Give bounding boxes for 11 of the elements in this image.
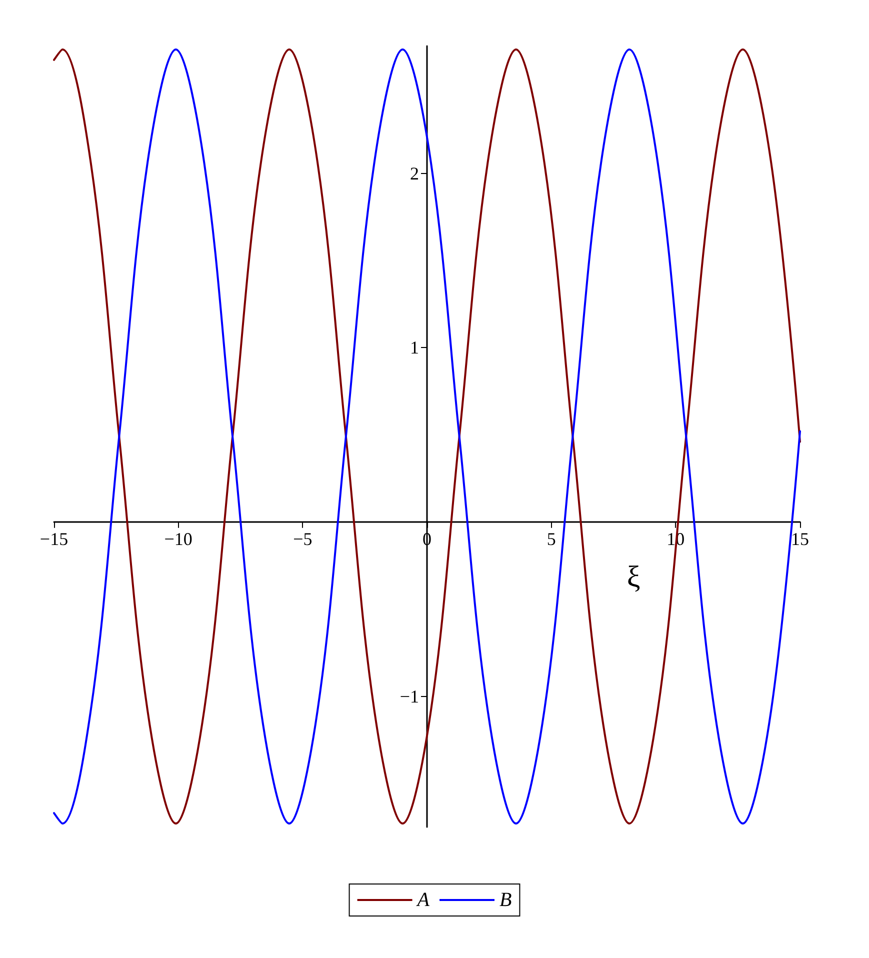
y-tick-label: 1 [410, 338, 419, 358]
x-tick-label: −5 [293, 528, 312, 549]
y-tick-label: −1 [400, 686, 419, 706]
legend-label: A [415, 889, 430, 911]
x-tick-label: −15 [40, 528, 68, 549]
x-tick-label: 5 [546, 528, 556, 549]
legend-label: B [500, 889, 512, 911]
x-tick-label: −10 [164, 528, 192, 549]
x-tick-label: 15 [791, 528, 809, 549]
x-axis-title: ξ [626, 560, 640, 594]
y-tick-label: 2 [410, 163, 419, 184]
